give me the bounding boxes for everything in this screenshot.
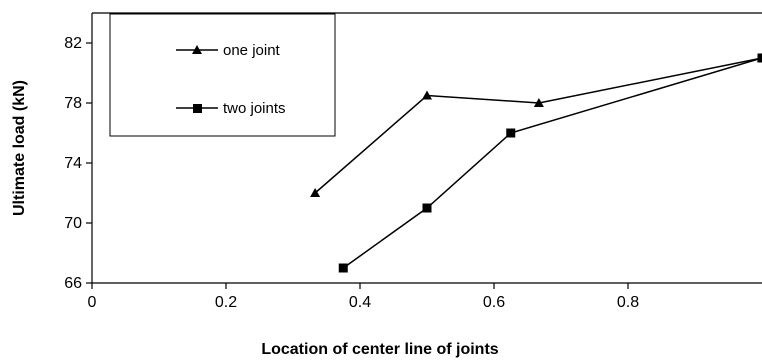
x-tick-label: 0.2 <box>215 294 237 311</box>
y-axis-title: Ultimate load (kN) <box>11 80 28 216</box>
x-axis-title: Location of center line of joints <box>261 341 498 358</box>
y-tick-label: 74 <box>64 155 82 172</box>
legend-label-two-joints: two joints <box>223 100 286 117</box>
legend-label-one-joint: one joint <box>223 42 281 59</box>
x-tick-label: 0.8 <box>617 294 639 311</box>
y-tick-label: 82 <box>64 35 82 52</box>
series-layer <box>310 53 762 273</box>
data-point-two-joints <box>506 128 516 138</box>
y-tick-label: 78 <box>64 95 82 112</box>
data-point-two-joints <box>757 53 762 63</box>
data-point-two-joints <box>422 203 432 213</box>
legend: one joint two joints <box>109 13 336 137</box>
series-line-one-joint <box>314 57 762 194</box>
y-ticks: 66 70 74 78 82 <box>64 35 92 292</box>
y-tick-label: 70 <box>64 215 82 232</box>
x-ticks: 0 0.2 0.4 0.6 0.8 <box>88 283 639 311</box>
legend-marker-two-joints <box>193 104 202 113</box>
x-tick-label: 0.6 <box>483 294 505 311</box>
series-line-two-joints <box>342 57 762 269</box>
y-tick-label: 66 <box>64 275 82 292</box>
data-point-one-joint <box>422 90 432 100</box>
x-tick-label: 0 <box>88 294 97 311</box>
legend-marker-one-joint <box>192 45 202 54</box>
x-tick-label: 0.4 <box>349 294 371 311</box>
data-point-one-joint <box>533 98 544 107</box>
data-point-one-joint <box>310 188 321 197</box>
plot-frame-group <box>91 12 762 284</box>
data-point-two-joints <box>338 263 348 273</box>
legend-box <box>109 13 336 137</box>
